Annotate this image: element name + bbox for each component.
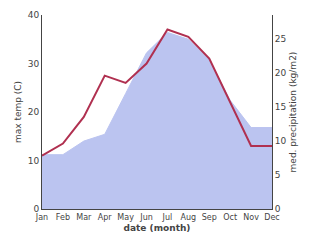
svg-text:10: 10 <box>28 156 40 166</box>
svg-text:20: 20 <box>28 107 40 117</box>
svg-text:Apr: Apr <box>98 213 113 222</box>
svg-text:0: 0 <box>275 204 281 214</box>
svg-text:Aug: Aug <box>181 213 197 222</box>
svg-text:25: 25 <box>275 34 286 44</box>
svg-text:10: 10 <box>275 136 287 146</box>
svg-text:30: 30 <box>28 59 40 69</box>
svg-text:40: 40 <box>28 10 40 20</box>
svg-text:med. precipitation (kg/m2): med. precipitation (kg/m2) <box>288 52 298 173</box>
svg-text:15: 15 <box>275 102 286 112</box>
svg-text:5: 5 <box>275 170 281 180</box>
svg-text:Jul: Jul <box>162 213 173 222</box>
svg-text:Sep: Sep <box>202 213 217 222</box>
svg-text:May: May <box>117 213 134 222</box>
svg-text:Dec: Dec <box>264 213 279 222</box>
svg-text:date (month): date (month) <box>124 223 191 233</box>
svg-text:Nov: Nov <box>243 213 259 222</box>
svg-text:Jan: Jan <box>35 213 48 222</box>
svg-text:max temp (C): max temp (C) <box>13 81 23 143</box>
svg-text:0: 0 <box>33 204 39 214</box>
svg-text:Feb: Feb <box>56 213 70 222</box>
svg-text:Oct: Oct <box>223 213 237 222</box>
svg-text:Mar: Mar <box>76 213 92 222</box>
svg-text:20: 20 <box>275 68 287 78</box>
svg-text:Jun: Jun <box>139 213 153 222</box>
